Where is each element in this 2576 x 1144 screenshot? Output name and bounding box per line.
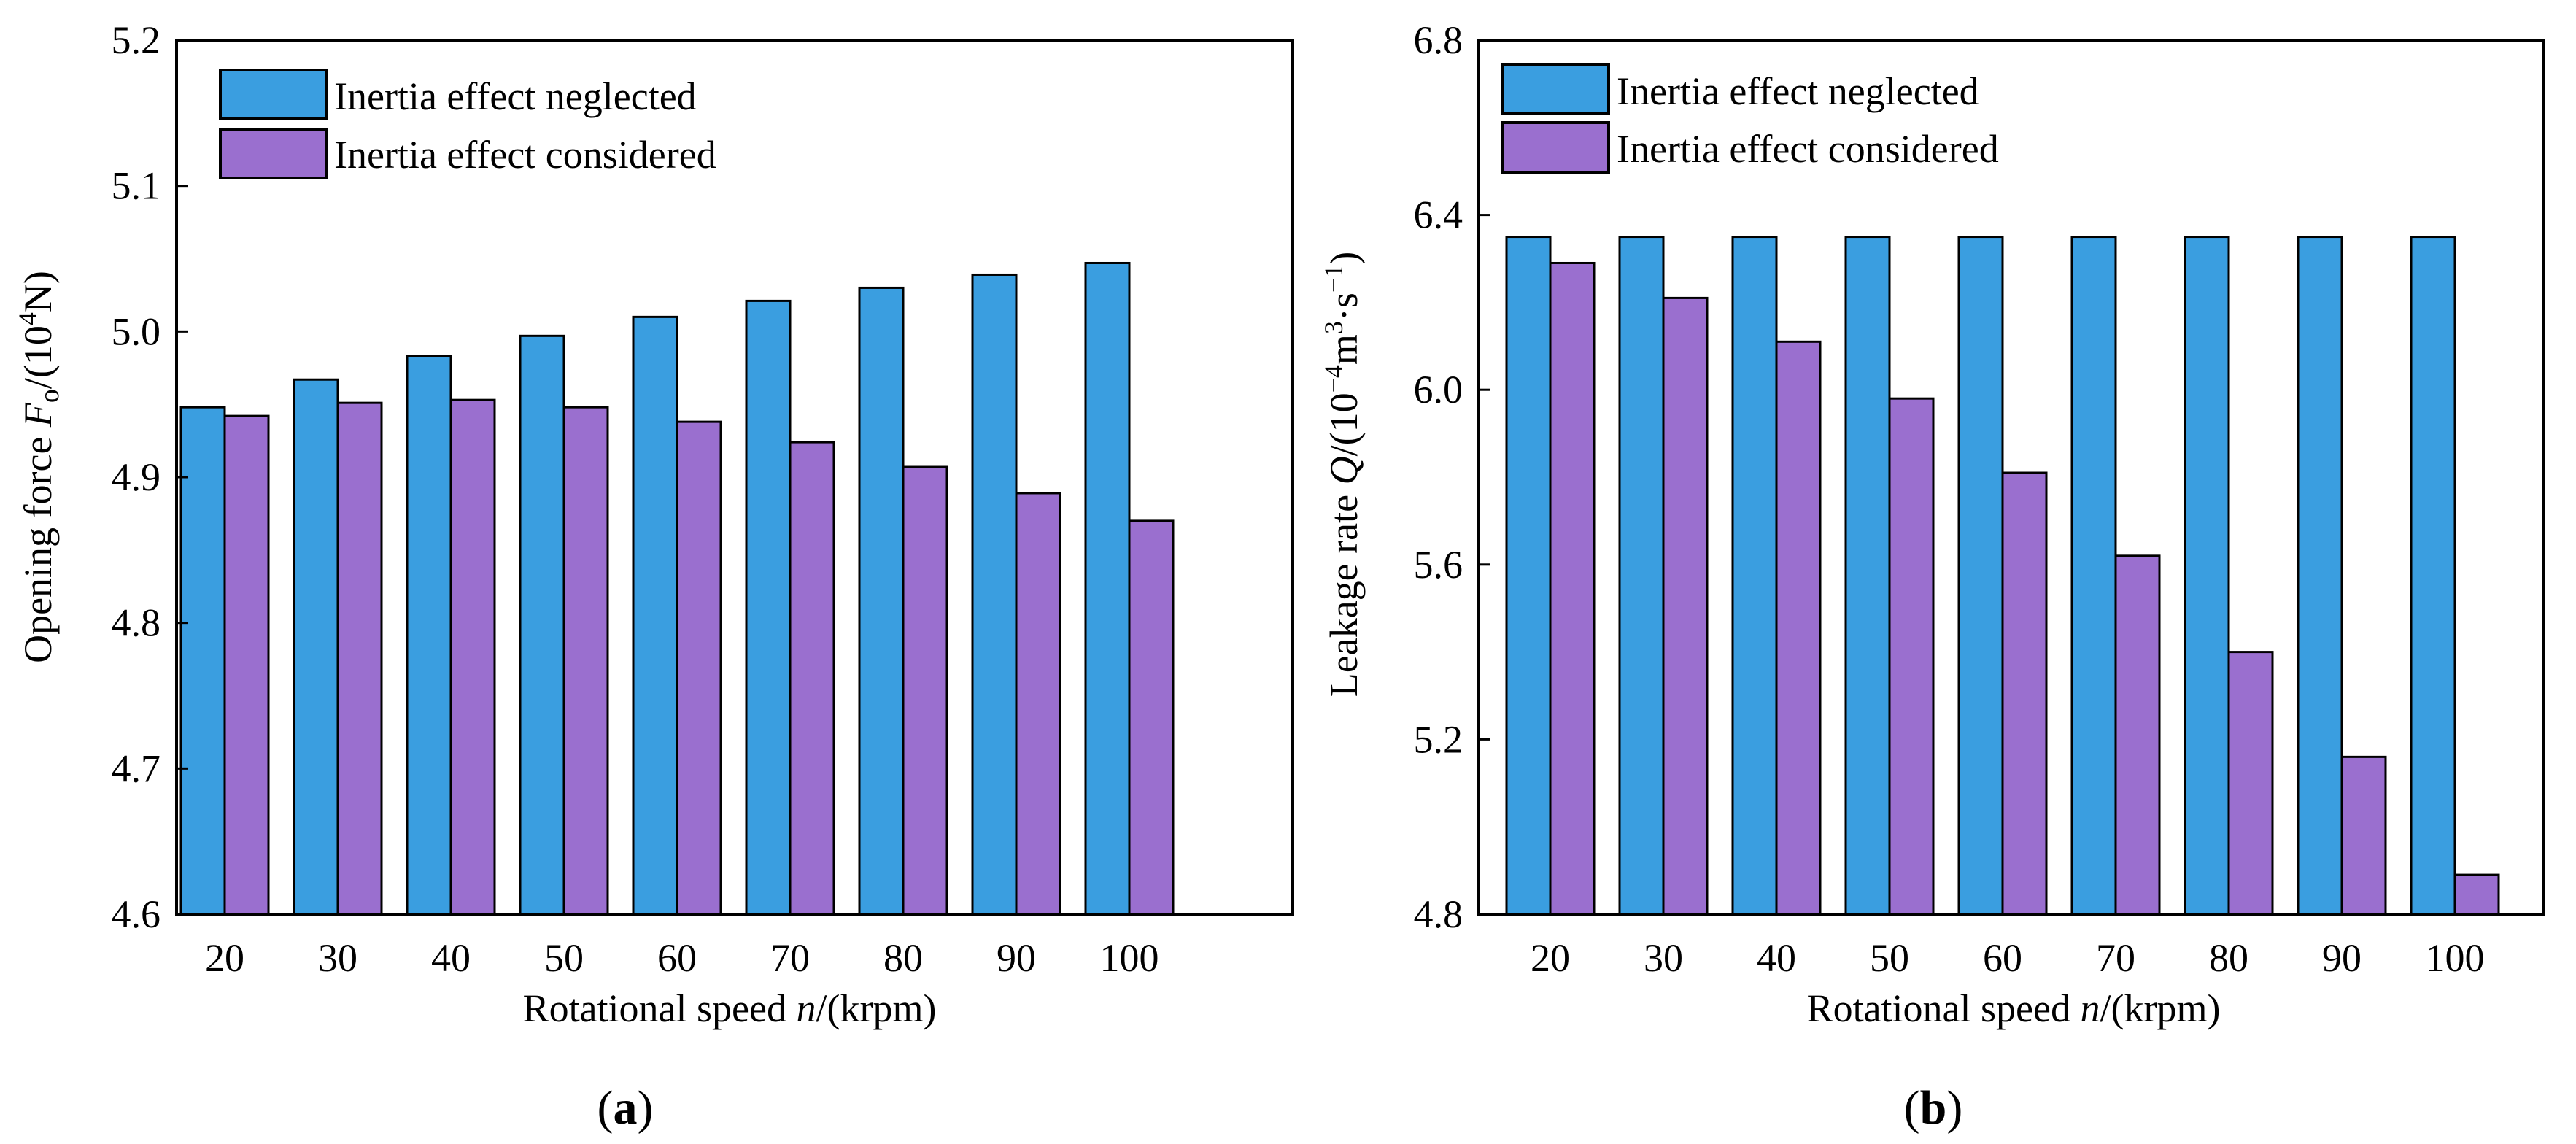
chart-a-x-tick-label: 60 xyxy=(657,936,697,980)
chart-b-bar-neglected-40 xyxy=(1731,236,1778,916)
chart-b-x-tick-label: 60 xyxy=(1983,936,2022,980)
chart-a-bar-considered-70 xyxy=(789,441,835,916)
chart-b-bar-considered-60 xyxy=(2001,471,2048,916)
chart-a-x-tick-label: 40 xyxy=(431,936,471,980)
chart-a-panel-label: (a) xyxy=(597,1081,654,1135)
chart-b-x-tick-label: 100 xyxy=(2426,936,2485,980)
chart-b-bar-neglected-90 xyxy=(2297,236,2343,916)
chart-b-y-tick-label: 4.8 xyxy=(1414,892,1463,936)
chart-b-bar-considered-40 xyxy=(1775,340,1822,916)
chart-a-y-tick-label: 5.0 xyxy=(112,309,161,353)
chart-a-bar-considered-30 xyxy=(336,401,383,916)
chart-a-x-tick-label: 50 xyxy=(544,936,584,980)
chart-a-bar-neglected-70 xyxy=(745,299,792,916)
chart-b-y-ticks: 4.8 5.2 5.6 6.0 6.4 6.8 xyxy=(1414,18,1490,936)
chart-b-bar-considered-30 xyxy=(1662,296,1709,916)
chart-b-bar-neglected-20 xyxy=(1505,236,1552,916)
chart-a-legend: Inertia effect neglected Inertia effect … xyxy=(219,69,716,179)
chart-a-x-ticks: 20 30 40 50 60 70 80 90 100 xyxy=(205,904,1159,980)
chart-b-bar-considered-100 xyxy=(2453,873,2500,916)
chart-b-bar-neglected-50 xyxy=(1844,236,1891,916)
chart-b-bar-considered-50 xyxy=(1888,397,1935,916)
chart-a-bar-neglected-80 xyxy=(858,286,905,916)
chart-b-legend-label-neglected: Inertia effect neglected xyxy=(1617,69,1979,113)
chart-a-bar-neglected-20 xyxy=(179,406,226,916)
chart-b-bar-neglected-70 xyxy=(2070,236,2117,916)
chart-a-bar-neglected-60 xyxy=(632,315,678,916)
chart-b-legend: Inertia effect neglected Inertia effect … xyxy=(1501,63,1999,174)
chart-a-y-tick-label: 4.8 xyxy=(112,601,161,645)
chart-a-bar-considered-20 xyxy=(223,414,270,916)
chart-a-bar-considered-90 xyxy=(1015,492,1061,916)
chart-b-bar-considered-90 xyxy=(2340,755,2387,916)
chart-b: 4.8 5.2 5.6 6.0 6.4 6.8 20 30 40 50 60 70 80 90 100 I… xyxy=(1319,18,2545,1135)
chart-a-bar-considered-100 xyxy=(1128,519,1175,916)
chart-b-y-tick-label: 5.2 xyxy=(1414,717,1463,761)
chart-b-legend-swatch-considered xyxy=(1501,121,1610,174)
chart-a-y-tick-label: 4.6 xyxy=(112,892,161,936)
chart-a-x-tick-label: 100 xyxy=(1100,936,1159,980)
chart-b-x-tick-label: 20 xyxy=(1531,936,1570,980)
chart-a-x-axis-title: Rotational speed n/(krpm) xyxy=(523,986,937,1030)
chart-a-legend-swatch-considered xyxy=(219,128,328,179)
chart-b-legend-swatch-neglected xyxy=(1501,63,1610,115)
chart-a-y-tick-label: 5.1 xyxy=(112,164,161,208)
chart-a-y-tick-label: 4.7 xyxy=(112,746,161,790)
chart-b-x-tick-label: 50 xyxy=(1870,936,1909,980)
chart-b-y-tick-label: 6.4 xyxy=(1414,193,1463,237)
chart-a-bars xyxy=(179,261,1175,916)
chart-b-bar-neglected-30 xyxy=(1618,236,1665,916)
chart-b-x-tick-label: 70 xyxy=(2096,936,2135,980)
chart-a-bar-considered-40 xyxy=(449,398,496,916)
chart-b-bar-neglected-100 xyxy=(2410,236,2456,916)
chart-a-legend-label-considered: Inertia effect considered xyxy=(334,133,716,177)
chart-a-x-tick-label: 30 xyxy=(318,936,357,980)
chart-b-bar-neglected-80 xyxy=(2184,236,2230,916)
chart-b-x-tick-label: 80 xyxy=(2209,936,2248,980)
chart-a-bar-neglected-90 xyxy=(971,273,1018,916)
chart-a-x-tick-label: 90 xyxy=(997,936,1036,980)
chart-a-legend-swatch-neglected xyxy=(219,69,328,120)
chart-a-y-tick-label: 4.9 xyxy=(112,455,161,499)
chart-b-y-axis-title: Leakage rate Q/(10−4m3·s−1) xyxy=(1319,252,1366,697)
chart-b-x-tick-label: 40 xyxy=(1757,936,1796,980)
chart-a-bar-considered-50 xyxy=(562,406,609,916)
chart-b-x-tick-label: 30 xyxy=(1644,936,1683,980)
chart-a-bar-considered-80 xyxy=(902,465,948,916)
chart-b-bar-neglected-60 xyxy=(1957,236,2004,916)
chart-b-x-ticks: 20 30 40 50 60 70 80 90 100 xyxy=(1531,904,2485,980)
chart-a-bar-neglected-40 xyxy=(406,355,452,916)
chart-a-legend-label-neglected: Inertia effect neglected xyxy=(334,74,697,118)
chart-b-bar-considered-70 xyxy=(2114,554,2161,916)
chart-a-bar-neglected-30 xyxy=(293,378,339,916)
chart-b-x-axis-title: Rotational speed n/(krpm) xyxy=(1807,986,2221,1030)
chart-a-y-tick-label: 5.2 xyxy=(112,18,161,62)
chart-b-bar-considered-80 xyxy=(2227,651,2274,916)
chart-b-x-tick-label: 90 xyxy=(2322,936,2362,980)
chart-b-legend-label-considered: Inertia effect considered xyxy=(1617,127,1999,171)
chart-b-bars xyxy=(1505,236,2500,916)
chart-b-y-tick-label: 5.6 xyxy=(1414,543,1463,587)
chart-a-bar-considered-60 xyxy=(676,420,722,916)
chart-b-y-tick-label: 6.8 xyxy=(1414,18,1463,62)
chart-a-x-tick-label: 20 xyxy=(205,936,244,980)
chart-a: 4.6 4.7 4.8 4.9 5.0 5.1 5.2 20 30 40 50 60 70 80 90 10… xyxy=(13,18,1294,1135)
chart-a-bar-neglected-100 xyxy=(1084,261,1131,916)
chart-a-x-tick-label: 80 xyxy=(883,936,923,980)
chart-b-bar-considered-20 xyxy=(1549,261,1596,916)
chart-b-y-tick-label: 6.0 xyxy=(1414,368,1463,411)
chart-b-panel-label: (b) xyxy=(1904,1081,1963,1135)
chart-a-bar-neglected-50 xyxy=(519,334,565,916)
chart-a-y-ticks: 4.6 4.7 4.8 4.9 5.0 5.1 5.2 xyxy=(112,18,188,936)
chart-a-x-tick-label: 70 xyxy=(770,936,810,980)
chart-a-y-axis-title: Opening force Fo/(104N) xyxy=(13,271,65,663)
